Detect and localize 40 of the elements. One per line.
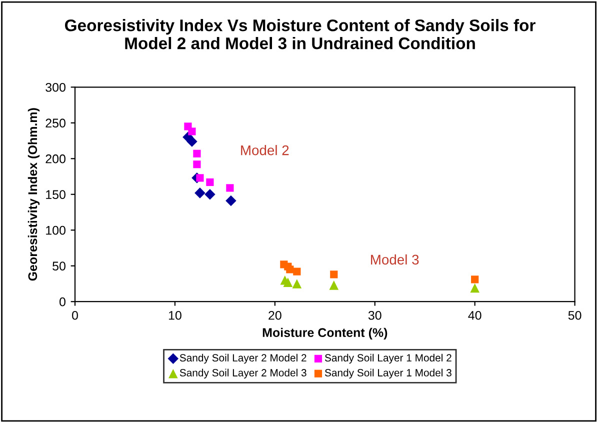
chart-title: Georesistivity Index Vs Moisture Content of Sandy Soils for Model 2 and Model 3 in Undrained Condition [65, 19, 536, 50]
point [329, 280, 339, 290]
y-tick-label: 300 [46, 82, 66, 92]
point [226, 184, 234, 192]
point [293, 268, 301, 276]
x-axis-title: Moisture Content (%) [262, 328, 388, 340]
y-axis-title: Georesistivity Index (Ohm.m) [28, 108, 40, 281]
point [292, 279, 302, 288]
x-tick-label: 40 [468, 310, 482, 320]
point [226, 195, 236, 206]
point [188, 128, 196, 136]
legend-label: Sandy Soil Layer 1 Model 2 [324, 354, 452, 364]
y-tick-label: 50 [52, 262, 66, 271]
annotation: Model 3 [371, 254, 419, 265]
x-tick-label: 10 [168, 310, 182, 320]
point [330, 270, 338, 278]
point [186, 136, 198, 147]
y-tick-label: 200 [46, 154, 66, 164]
x-tick-label: 20 [268, 310, 282, 320]
y-tick-label: 0 [60, 297, 66, 306]
point [206, 178, 214, 186]
legend-label: Sandy Soil Layer 2 Model 2 [180, 354, 306, 364]
point [204, 188, 216, 200]
point [471, 276, 479, 284]
point [283, 278, 293, 287]
legend-label: Sandy Soil Layer 1 Model 3 [324, 368, 452, 378]
x-tick-label: 30 [368, 310, 382, 320]
x-tick-label: 0 [72, 310, 78, 320]
point [193, 160, 201, 168]
y-tick-label: 100 [46, 226, 66, 235]
y-tick-label: 150 [46, 190, 66, 200]
point [196, 174, 204, 182]
y-tick-label: 250 [46, 118, 66, 128]
point [470, 283, 480, 293]
point [286, 266, 294, 274]
x-tick-label: 50 [568, 310, 582, 320]
point [193, 150, 201, 158]
legend-label: Sandy Soil Layer 2 Model 3 [180, 368, 306, 378]
point [194, 188, 206, 198]
annotation: Model 2 [241, 145, 289, 156]
